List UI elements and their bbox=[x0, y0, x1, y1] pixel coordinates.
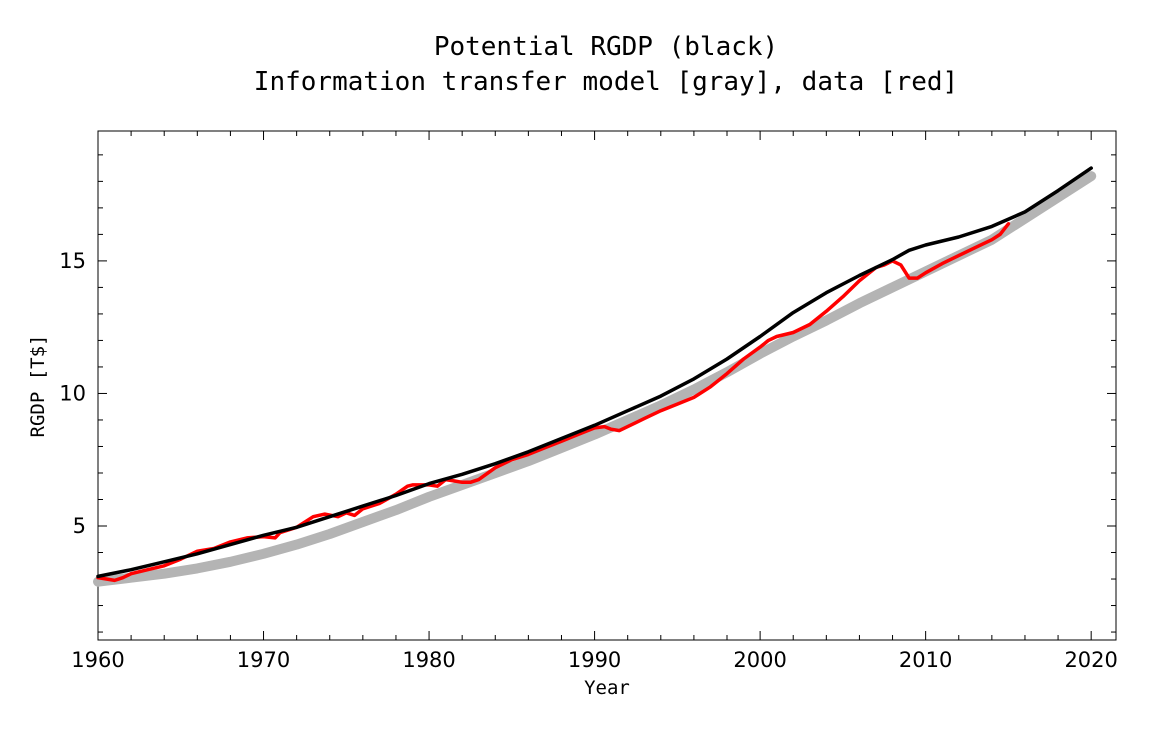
x-tick-label: 2010 bbox=[899, 648, 952, 672]
x-axis-label: Year bbox=[584, 677, 630, 699]
y-tick-label: 15 bbox=[59, 249, 86, 273]
x-tick-label: 1960 bbox=[71, 648, 124, 672]
ticks-layer: 1960 1970 1980 1990 2000 2010 2020 5 10 15 bbox=[59, 131, 1118, 672]
series-layer bbox=[93, 166, 1097, 587]
x-tick-label: 1970 bbox=[237, 648, 290, 672]
x-tick-label: 2020 bbox=[1064, 648, 1117, 672]
x-tick-label: 1990 bbox=[568, 648, 621, 672]
chart-title-line2: Information transfer model [gray], data … bbox=[254, 67, 958, 97]
x-tick-label: 2000 bbox=[733, 648, 786, 672]
plot-frame bbox=[97, 130, 1117, 641]
y-tick-label: 5 bbox=[73, 514, 86, 538]
chart-title-line1: Potential RGDP (black) bbox=[434, 32, 778, 62]
x-tick-label: 1980 bbox=[402, 648, 455, 672]
series-line-black-potential bbox=[96, 166, 1093, 579]
series-line-red-data bbox=[96, 222, 1011, 583]
y-tick-label: 10 bbox=[59, 381, 86, 405]
series-line-gray-model bbox=[93, 171, 1097, 587]
y-axis-label: RGDP [T$] bbox=[27, 335, 49, 438]
